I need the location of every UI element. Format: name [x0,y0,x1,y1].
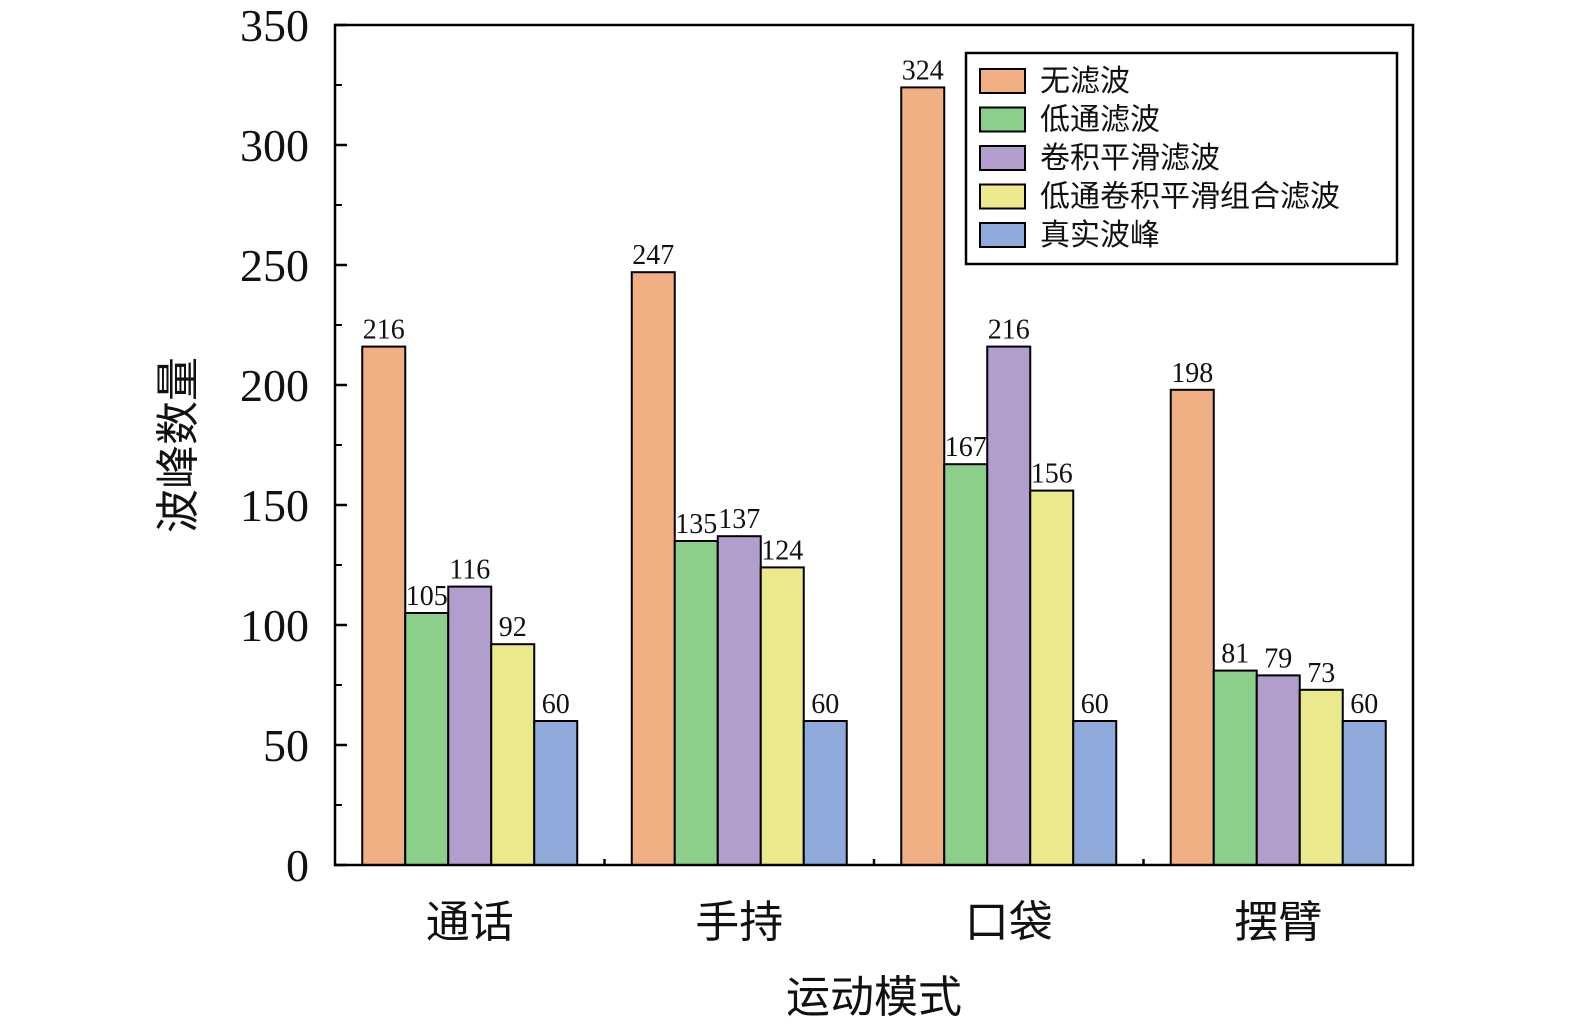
bar [802,720,848,866]
legend-swatch [979,106,1026,133]
x-tick-label: 通话 [426,897,514,948]
legend-swatch [979,222,1026,248]
bar-value-label: 105 [406,581,448,612]
bar-value-label: 167 [945,432,987,463]
bar-value-label: 124 [761,535,803,566]
bar [986,345,1032,867]
x-tick-label: 手持 [695,897,783,948]
legend-swatch [979,183,1026,210]
bar-value-label: 198 [1171,358,1213,389]
bar [1029,489,1075,866]
y-tick-label: 100 [240,600,309,651]
bar [361,345,407,867]
bar [1255,674,1301,867]
bar-value-label: 60 [811,689,839,720]
bar-value-label: 135 [675,509,717,540]
y-tick-label: 150 [240,480,309,531]
legend-entry: 低通卷积平滑组合滤波 [1040,180,1340,215]
bar-value-label: 324 [902,55,944,86]
legend-entry: 低通滤波 [1040,103,1160,138]
y-tick-label: 0 [286,840,309,891]
y-tick-label: 200 [240,360,309,411]
bar [1341,720,1387,866]
bar-value-label: 60 [1350,689,1378,720]
bar [716,535,762,866]
bar [900,86,946,866]
x-tick-label: 口袋 [965,897,1053,948]
y-tick-label: 300 [240,120,309,171]
legend-swatch [979,145,1026,171]
bar [533,720,579,866]
x-tick-label: 摆臂 [1234,897,1322,948]
y-tick-label: 50 [263,720,309,771]
x-axis-title: 运动模式 [786,972,962,1023]
y-tick-label: 250 [240,240,309,291]
bar [1212,669,1258,866]
legend-entry: 真实波峰 [1040,218,1160,253]
bar-value-label: 137 [718,504,760,535]
legend-entry: 卷积平滑滤波 [1040,141,1220,176]
y-axis-title: 波峰数量 [153,357,204,533]
legend-box [964,51,1399,266]
legend-entry: 无滤波 [1040,64,1130,99]
bar [943,463,989,866]
bar [1072,720,1118,866]
bar-value-label: 216 [988,315,1030,346]
bar-value-label: 247 [632,240,674,271]
bar [490,643,536,867]
bar [673,540,719,866]
bar-value-label: 60 [1081,689,1109,720]
bar [1298,688,1344,866]
bar [447,585,493,866]
bar [404,612,450,866]
bar-value-label: 156 [1031,459,1073,490]
legend-swatch [979,68,1026,94]
bar [630,271,676,866]
bar-value-label: 216 [363,315,405,346]
bar-value-label: 116 [449,555,490,586]
bar-value-label: 81 [1221,639,1249,670]
bar-value-label: 92 [499,612,527,643]
bars-layer [361,86,1387,867]
bar-value-label: 79 [1264,643,1292,674]
bar [1169,388,1215,866]
axis-layer: 0 50 100 150 200 250 300 350 通话 手持 口袋 摆臂 [240,0,1322,948]
bar-value-label: 60 [542,689,570,720]
y-tick-label: 350 [240,0,309,51]
bar [759,566,805,867]
bar-value-label: 73 [1307,658,1335,689]
